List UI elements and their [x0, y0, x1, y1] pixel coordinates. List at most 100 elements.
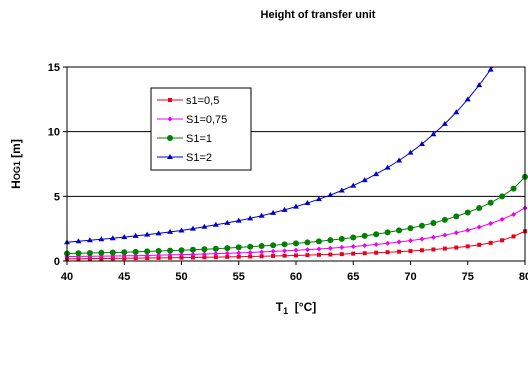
data-point [338, 235, 345, 242]
data-point [212, 245, 219, 252]
data-point [499, 216, 505, 222]
data-point [315, 196, 322, 202]
data-point [385, 250, 390, 255]
x-tick-label: 45 [118, 271, 130, 283]
legend-entry: s1=0,5 [157, 95, 219, 107]
data-point [510, 185, 517, 192]
data-point [407, 225, 414, 232]
data-point [109, 249, 116, 256]
data-point [338, 187, 345, 193]
data-point [419, 248, 424, 253]
legend-marker [167, 116, 173, 122]
legend: s1=0,5 S1=0,75 S1=1 S1=2 [150, 87, 252, 171]
legend-entry: S1=2 [157, 152, 212, 164]
data-point [225, 254, 230, 259]
data-point [294, 253, 298, 258]
data-point [385, 240, 391, 246]
data-point [361, 177, 368, 183]
data-point [487, 66, 494, 72]
data-point [384, 229, 391, 236]
data-point [418, 140, 425, 146]
data-point [86, 249, 93, 256]
data-point [397, 249, 402, 254]
data-point [86, 237, 93, 243]
data-point [167, 247, 174, 254]
x-tick-label: 40 [61, 271, 73, 283]
data-point [201, 223, 208, 229]
legend-entry: S1=0,75 [157, 114, 227, 126]
legend-marker [167, 154, 173, 159]
data-point [396, 227, 403, 234]
data-point [281, 241, 288, 248]
data-point [441, 216, 448, 223]
data-point [339, 252, 344, 257]
data-point [293, 240, 299, 247]
data-point [327, 192, 334, 198]
legend-label: S1=2 [186, 152, 212, 164]
series-layer [64, 66, 528, 261]
legend-marker [167, 135, 173, 141]
data-point [442, 246, 447, 251]
data-point [419, 236, 425, 242]
data-point [453, 230, 459, 236]
data-point [282, 248, 288, 254]
data-point [362, 242, 368, 248]
data-point [454, 245, 459, 250]
series-3 [64, 173, 528, 257]
data-point [190, 251, 196, 257]
legend-label: s1=0,5 [186, 95, 219, 107]
data-point [75, 250, 82, 257]
data-point [316, 246, 322, 252]
data-point [98, 249, 105, 256]
data-point [373, 231, 380, 238]
data-point [327, 237, 334, 244]
data-point [258, 242, 265, 249]
data-point [235, 244, 242, 251]
data-point [431, 247, 436, 252]
data-point [224, 219, 231, 225]
data-point [407, 149, 414, 155]
data-point [487, 199, 494, 206]
data-point [350, 182, 357, 188]
data-point [351, 251, 356, 256]
x-tick-label: 65 [347, 271, 359, 283]
data-point [430, 234, 436, 240]
data-point [259, 254, 264, 259]
data-point [305, 253, 310, 258]
y-tick-label: 0 [54, 256, 60, 268]
data-point [145, 256, 150, 261]
data-point [236, 250, 242, 256]
data-point [213, 255, 218, 260]
data-point [408, 238, 413, 244]
data-point [121, 249, 128, 256]
data-point [374, 250, 379, 255]
data-point [179, 252, 184, 258]
data-point [202, 255, 207, 260]
data-point [418, 222, 425, 229]
data-point [511, 211, 517, 217]
data-point [213, 251, 219, 257]
legend-label: S1=1 [186, 133, 212, 145]
data-point [476, 82, 483, 88]
data-point [235, 217, 242, 223]
data-point [75, 238, 82, 244]
x-tick-label: 60 [290, 271, 302, 283]
data-point [315, 238, 322, 245]
data-point [178, 247, 185, 254]
data-point [361, 232, 368, 239]
data-point [304, 247, 310, 253]
y-tick-label: 5 [54, 191, 60, 203]
data-point [155, 248, 162, 255]
x-ticks: 40 45 50 55 60 65 70 75 80 [61, 261, 528, 283]
data-point [430, 131, 437, 137]
data-point [144, 231, 151, 237]
data-point [247, 215, 254, 221]
legend-box [150, 87, 252, 171]
data-point [236, 254, 241, 259]
y-tick-label: 10 [48, 127, 60, 139]
data-point [293, 247, 299, 253]
data-point [373, 241, 379, 247]
data-point [350, 244, 356, 250]
data-point [327, 245, 333, 251]
